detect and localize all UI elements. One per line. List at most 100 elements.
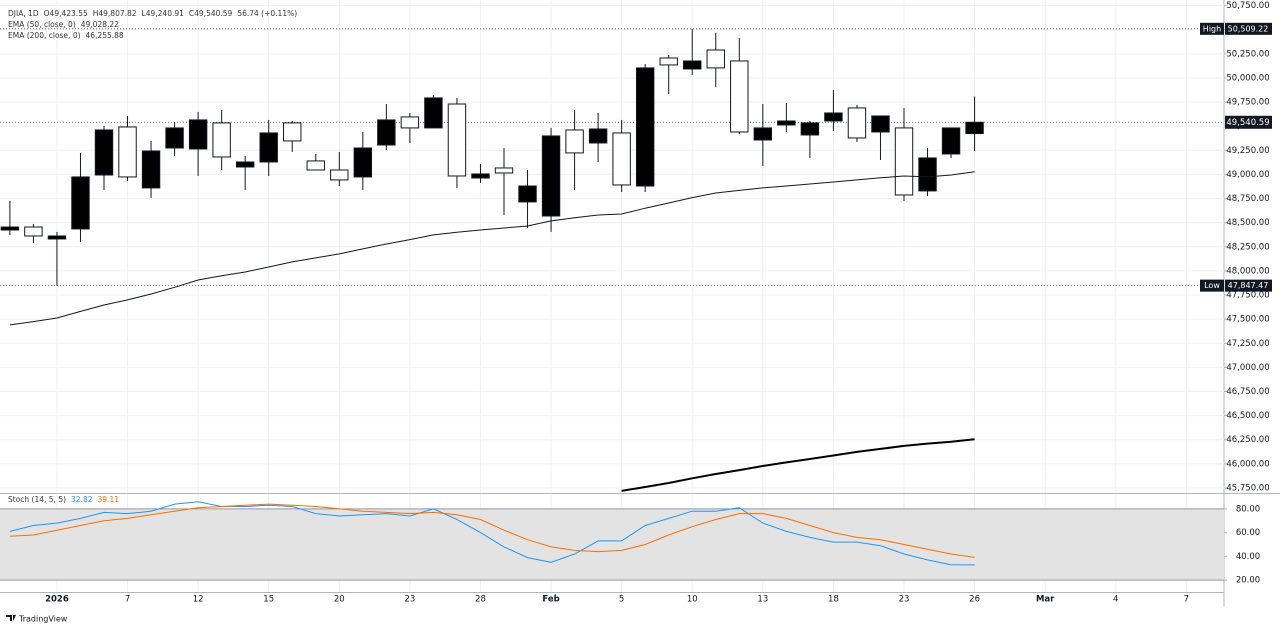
legend-name: EMA (200, close, 0) — [8, 31, 81, 40]
candle-body — [330, 169, 349, 181]
candle-body — [353, 147, 373, 178]
x-tick-label: 7 — [125, 595, 130, 605]
candle-body — [71, 176, 90, 230]
candle-body — [518, 185, 537, 203]
y-tick-label: 50,000.00 — [1226, 73, 1269, 83]
y-tick-label: 46,500.00 — [1226, 411, 1269, 421]
change: 56.74 (+0.11%) — [237, 9, 297, 18]
ema-line — [621, 438, 975, 492]
candle-body — [47, 235, 67, 240]
candle-body — [800, 122, 820, 136]
y-tick-label: 48,500.00 — [1226, 218, 1269, 228]
x-tick-label: Feb — [542, 595, 559, 605]
candle-body — [494, 167, 514, 174]
candle-body — [235, 161, 255, 168]
candle-body — [965, 121, 984, 135]
extreme-value: 50,509.22 — [1228, 24, 1269, 33]
y-tick-label: 47,000.00 — [1226, 363, 1269, 373]
candle-body — [894, 127, 914, 196]
ema-line — [9, 171, 975, 326]
candle-body — [683, 60, 702, 70]
candle-body — [306, 160, 325, 171]
brand-logo: TradingView — [6, 615, 68, 624]
candle-body — [918, 157, 937, 192]
extreme-value: 47,847.47 — [1228, 281, 1269, 290]
candle-body — [659, 57, 678, 66]
ohlc-value: H49,807.82 — [93, 9, 137, 18]
y-tick-label: 45,750.00 — [1226, 483, 1269, 493]
y-tick-label: 46,000.00 — [1226, 459, 1269, 469]
x-tick-label: 18 — [828, 595, 839, 605]
extreme-label: High — [1203, 24, 1221, 33]
candle-body — [400, 116, 420, 129]
candle-body — [565, 129, 584, 154]
stoch-line — [9, 503, 975, 558]
candle-body — [541, 135, 561, 217]
x-tick-label: 23 — [404, 595, 415, 605]
candle-body — [824, 112, 843, 122]
x-tick-label: 5 — [619, 595, 624, 605]
extreme-badge — [1200, 279, 1224, 292]
y-tick-label: 49,750.00 — [1226, 98, 1269, 108]
brand-icon — [6, 615, 16, 621]
legend-name: EMA (50, close, 0) — [8, 20, 76, 29]
x-tick-label: 20 — [334, 595, 345, 605]
ohlc-value: O49,423.55 — [44, 9, 88, 18]
y-tick-label: 46,250.00 — [1226, 435, 1269, 445]
extreme-value-badge — [1225, 279, 1272, 292]
y-tick-label: 48,250.00 — [1226, 242, 1269, 252]
x-tick-label: 26 — [969, 595, 980, 605]
x-tick-label: 13 — [757, 595, 768, 605]
y-tick-label: 46,750.00 — [1226, 387, 1269, 397]
indicator-value: 32.82 — [71, 495, 93, 504]
x-tick-label: Mar — [1036, 595, 1055, 605]
candle-body — [24, 226, 43, 237]
candle-body — [94, 129, 114, 176]
y-tick-label: 47,750.00 — [1226, 291, 1269, 301]
extreme-label: Low — [1204, 281, 1220, 290]
x-tick-label: 15 — [263, 595, 274, 605]
candle-body — [847, 107, 867, 139]
candle-body — [612, 132, 631, 186]
y-tick-label: 48,750.00 — [1226, 194, 1269, 204]
y-tick-label: 80.00 — [1236, 504, 1260, 514]
candle-body — [259, 132, 278, 163]
candle-body — [141, 150, 161, 189]
extreme-value-badge — [1225, 22, 1272, 35]
x-tick-label: 10 — [687, 595, 698, 605]
candle-body — [471, 173, 490, 179]
y-tick-label: 50,250.00 — [1226, 49, 1269, 59]
x-tick-label: 28 — [475, 595, 486, 605]
pane: 20.00 40.00 60.00 80.00 — [0, 501, 1260, 586]
y-tick-label: 20.00 — [1236, 576, 1260, 586]
last-price-badge — [1225, 115, 1272, 129]
y-tick-label: 49,000.00 — [1226, 170, 1269, 180]
x-tick-label: 7 — [1184, 595, 1189, 605]
y-tick-label: 50,750.00 — [1226, 1, 1269, 11]
candle-body — [377, 119, 396, 146]
last-price-label: 49,540.59 — [1226, 118, 1269, 128]
y-tick-label: 47,500.00 — [1226, 315, 1269, 325]
ohlc-value: L49,240.91 — [142, 9, 185, 18]
legend-value: 46,255.88 — [86, 31, 124, 40]
candle-body — [212, 122, 231, 158]
candle-body — [753, 127, 773, 141]
candle-body — [941, 127, 961, 155]
indicator-title: Stoch (14, 5, 5) — [8, 495, 66, 504]
pane: 45,750.00 46,000.00 46,250.00 46,500.00 46,7… — [0, 1, 1272, 493]
y-tick-label: 60.00 — [1236, 528, 1260, 538]
x-tick-label: 4 — [1113, 595, 1118, 605]
y-tick-label: 48,000.00 — [1226, 266, 1269, 276]
x-tick-label: 23 — [899, 595, 910, 605]
x-tick-label: 2026 — [45, 595, 69, 605]
legend-value: 49,028.22 — [81, 20, 119, 29]
candle-body — [165, 127, 184, 149]
candle-body — [871, 115, 890, 133]
candle-body — [588, 128, 608, 144]
candle-body — [777, 120, 796, 126]
brand-name: TradingView — [18, 615, 68, 624]
candle-body — [730, 60, 749, 133]
candle-body — [188, 119, 208, 150]
candle-body — [635, 67, 655, 187]
